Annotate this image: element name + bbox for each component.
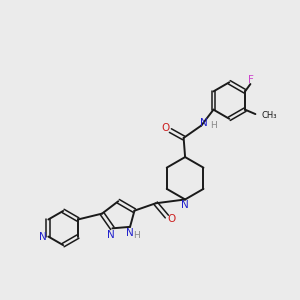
Text: O: O — [167, 214, 176, 224]
Text: F: F — [248, 75, 254, 85]
Text: N: N — [39, 232, 47, 242]
Text: O: O — [161, 123, 169, 133]
Text: N: N — [200, 118, 208, 128]
Text: H: H — [133, 231, 140, 240]
Text: CH₃: CH₃ — [262, 111, 278, 120]
Text: N: N — [107, 230, 115, 240]
Text: N: N — [181, 200, 189, 210]
Text: N: N — [126, 228, 134, 238]
Text: H: H — [210, 121, 217, 130]
